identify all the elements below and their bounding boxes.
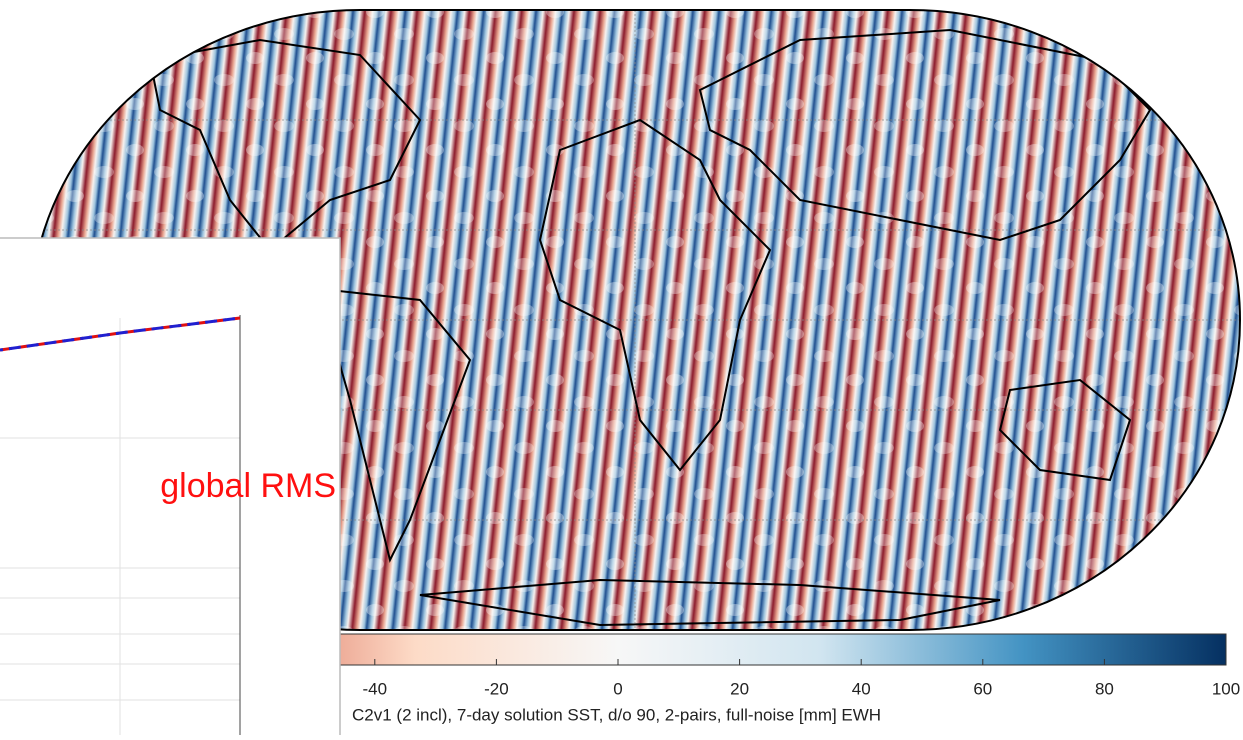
inset-text: global RMS: [160, 467, 336, 505]
colorbar-tick-label: -20: [484, 679, 509, 698]
colorbar-tick-label: 100: [1212, 679, 1240, 698]
colorbar-tick-label: -40: [363, 679, 388, 698]
inset-panel: global RMS: [0, 237, 341, 739]
colorbar-tick-label: 20: [730, 679, 749, 698]
colorbar-tick-label: 0: [613, 679, 622, 698]
colorbar-tick-label: 60: [973, 679, 992, 698]
colorbar-label: C2v1 (2 incl), 7-day solution SST, d/o 9…: [352, 705, 881, 724]
colorbar-tick-label: 80: [1095, 679, 1114, 698]
colorbar-tick-label: 40: [852, 679, 871, 698]
